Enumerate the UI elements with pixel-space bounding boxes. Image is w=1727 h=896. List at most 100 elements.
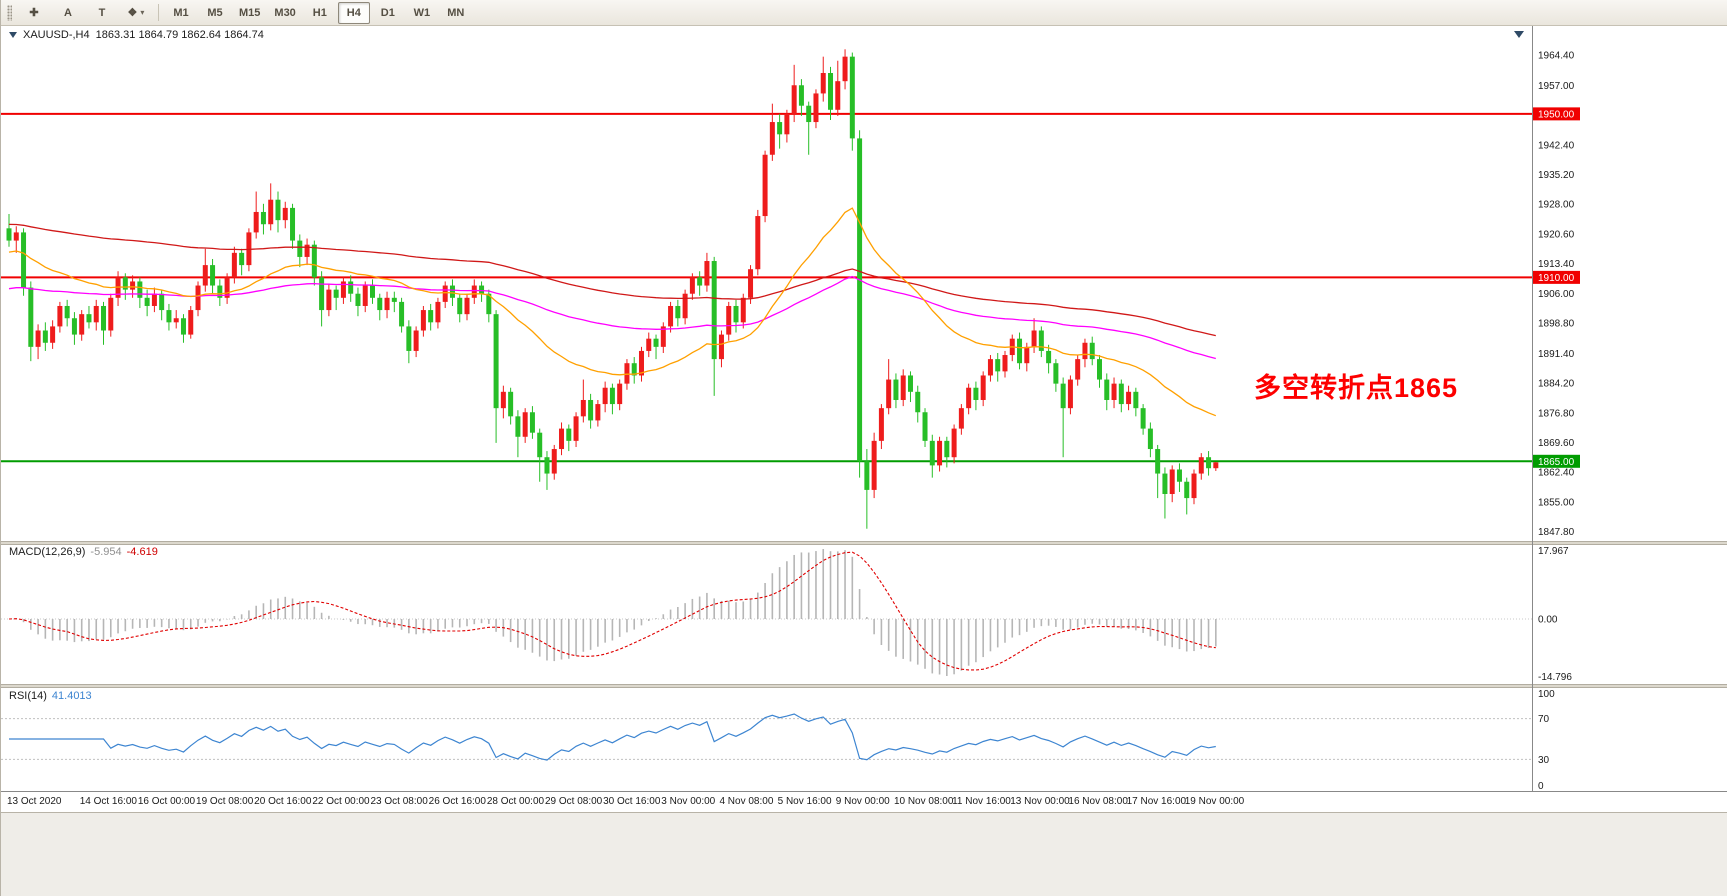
toolbar-separator [158,4,159,21]
candle-body [515,416,521,437]
macd-value-main: -5.954 [90,546,122,558]
candle-body [559,428,565,450]
candle-body [319,277,325,311]
date-label: 19 Oct 08:00 [196,796,254,807]
timeframe-m5-button[interactable]: M5 [207,6,223,19]
toolbar-timeframes: M1 M5 M15 M30 H1 H4 D1 W1 MN [165,1,472,24]
timeframe-m15-button[interactable]: M15 [239,6,261,19]
candle-body [806,105,812,123]
candle-body [180,318,186,335]
candle-body [428,310,434,323]
candle-body [486,293,492,315]
candle-body [697,277,703,286]
candle-body [820,73,826,94]
price-tick-label: 1964.40 [1538,51,1575,62]
price-tick-label: 1862.40 [1538,467,1575,478]
date-label: 28 Oct 00:00 [486,796,545,807]
candle-body [71,318,77,335]
timeframe-m1-button[interactable]: M1 [173,6,189,19]
candle-body [101,305,107,331]
rsi-label: RSI(14) 41.4013 [9,690,92,702]
candle-body [173,318,179,323]
symbol-name: XAUUSD-,H4 [23,29,90,41]
macd-name: MACD(12,26,9) [9,546,86,558]
candle-body [493,314,499,409]
timeframe-h1-button[interactable]: H1 [312,6,327,19]
candle-body [915,391,921,413]
panel-resize-handle-2[interactable] [1,684,1727,688]
candle-body [828,73,834,110]
rsi-axis-label: 0 [1538,781,1544,792]
timeframe-w1-button[interactable]: W1 [413,6,431,19]
candle-body [609,387,615,405]
candle-body [326,289,332,311]
candle-body [886,379,892,409]
annotation-a-button[interactable]: A [64,6,72,19]
price-tick-label: 1913.40 [1538,259,1575,270]
timeframe-d1-button[interactable]: D1 [380,6,395,19]
timeframe-h4-button[interactable]: H4 [337,1,370,24]
price-axis-group[interactable]: 1964.40 1957.00 1942.40 1935.20 1928.00 1920.… [1533,51,1580,539]
candle-body [711,261,717,360]
price-tick-label: 1957.00 [1538,81,1575,92]
date-label: 16 Oct 00:00 [137,796,196,807]
date-label: 3 Nov 00:00 [661,796,716,807]
candle-body [290,207,296,241]
price-tag[interactable] [1533,107,1580,121]
candle-body [602,387,608,405]
candle-body [740,297,746,323]
toolbar-grip[interactable] [7,4,12,21]
shapes-button[interactable]: ❖ ▾ [127,7,145,19]
candle-body [6,228,12,241]
ma-group [8,207,1217,417]
date-label: 13 Nov 00:00 [1010,796,1070,807]
candle-body [922,412,928,441]
date-axis[interactable]: 13 Oct 2020 14 Oct 16:00 16 Oct 00:00 19 Oc… [1,792,1727,812]
candle-body [391,297,397,302]
panel-resize-handle-1[interactable] [1,541,1727,545]
timeframe-mn-button[interactable]: MN [447,6,465,19]
date-label: 10 Nov 08:00 [893,796,954,807]
rsi-value: 41.4013 [51,690,92,702]
chart-shift-marker-icon[interactable] [1514,31,1524,38]
hlines-group[interactable] [1,112,1532,463]
candle-body [1198,457,1204,474]
candle-body [842,56,848,82]
candle-body [144,297,150,306]
price-tag[interactable] [1533,454,1580,468]
candle-body [260,211,266,225]
price-tick-label: 1876.80 [1538,409,1575,420]
candle-body [777,122,783,135]
candle-body [471,285,477,298]
chrome-group [1,26,1727,792]
candle-body [108,297,114,331]
candle-body [1060,383,1066,409]
crosshair-button[interactable]: ✚ [29,7,39,19]
date-label: 30 Oct 16:00 [603,796,661,807]
date-label: 4 Nov 08:00 [719,796,774,807]
price-tag[interactable] [1533,270,1580,284]
macd-axis-label: 0.00 [1538,615,1558,626]
timeframe-m30-button[interactable]: M30 [274,6,296,19]
candle-body [624,363,630,384]
candle-body [457,297,463,315]
symbol-expand-icon[interactable] [9,32,17,38]
rsi-axis-label: 70 [1538,714,1550,725]
chart-canvas[interactable]: 17.967 0.00 -14.796 100 70 30 0 1964.40 1957.0… [1,26,1727,792]
candle-body [1169,469,1175,494]
macd-label: MACD(12,26,9) -5.954 -4.619 [9,546,158,558]
candle-body [35,330,41,347]
candle-body [1126,391,1132,405]
rsi-line [9,713,1216,761]
candle-body [638,350,644,376]
candle-body [1067,379,1073,409]
candle-body [784,113,790,135]
candle-body [1213,462,1219,469]
candle-body [64,305,70,319]
candle-body [406,326,412,351]
candle-body [573,416,579,441]
text-tool-button[interactable]: T [98,6,106,19]
date-label: 16 Nov 08:00 [1068,796,1128,807]
candle-body [689,277,695,294]
candle-body [479,285,485,294]
